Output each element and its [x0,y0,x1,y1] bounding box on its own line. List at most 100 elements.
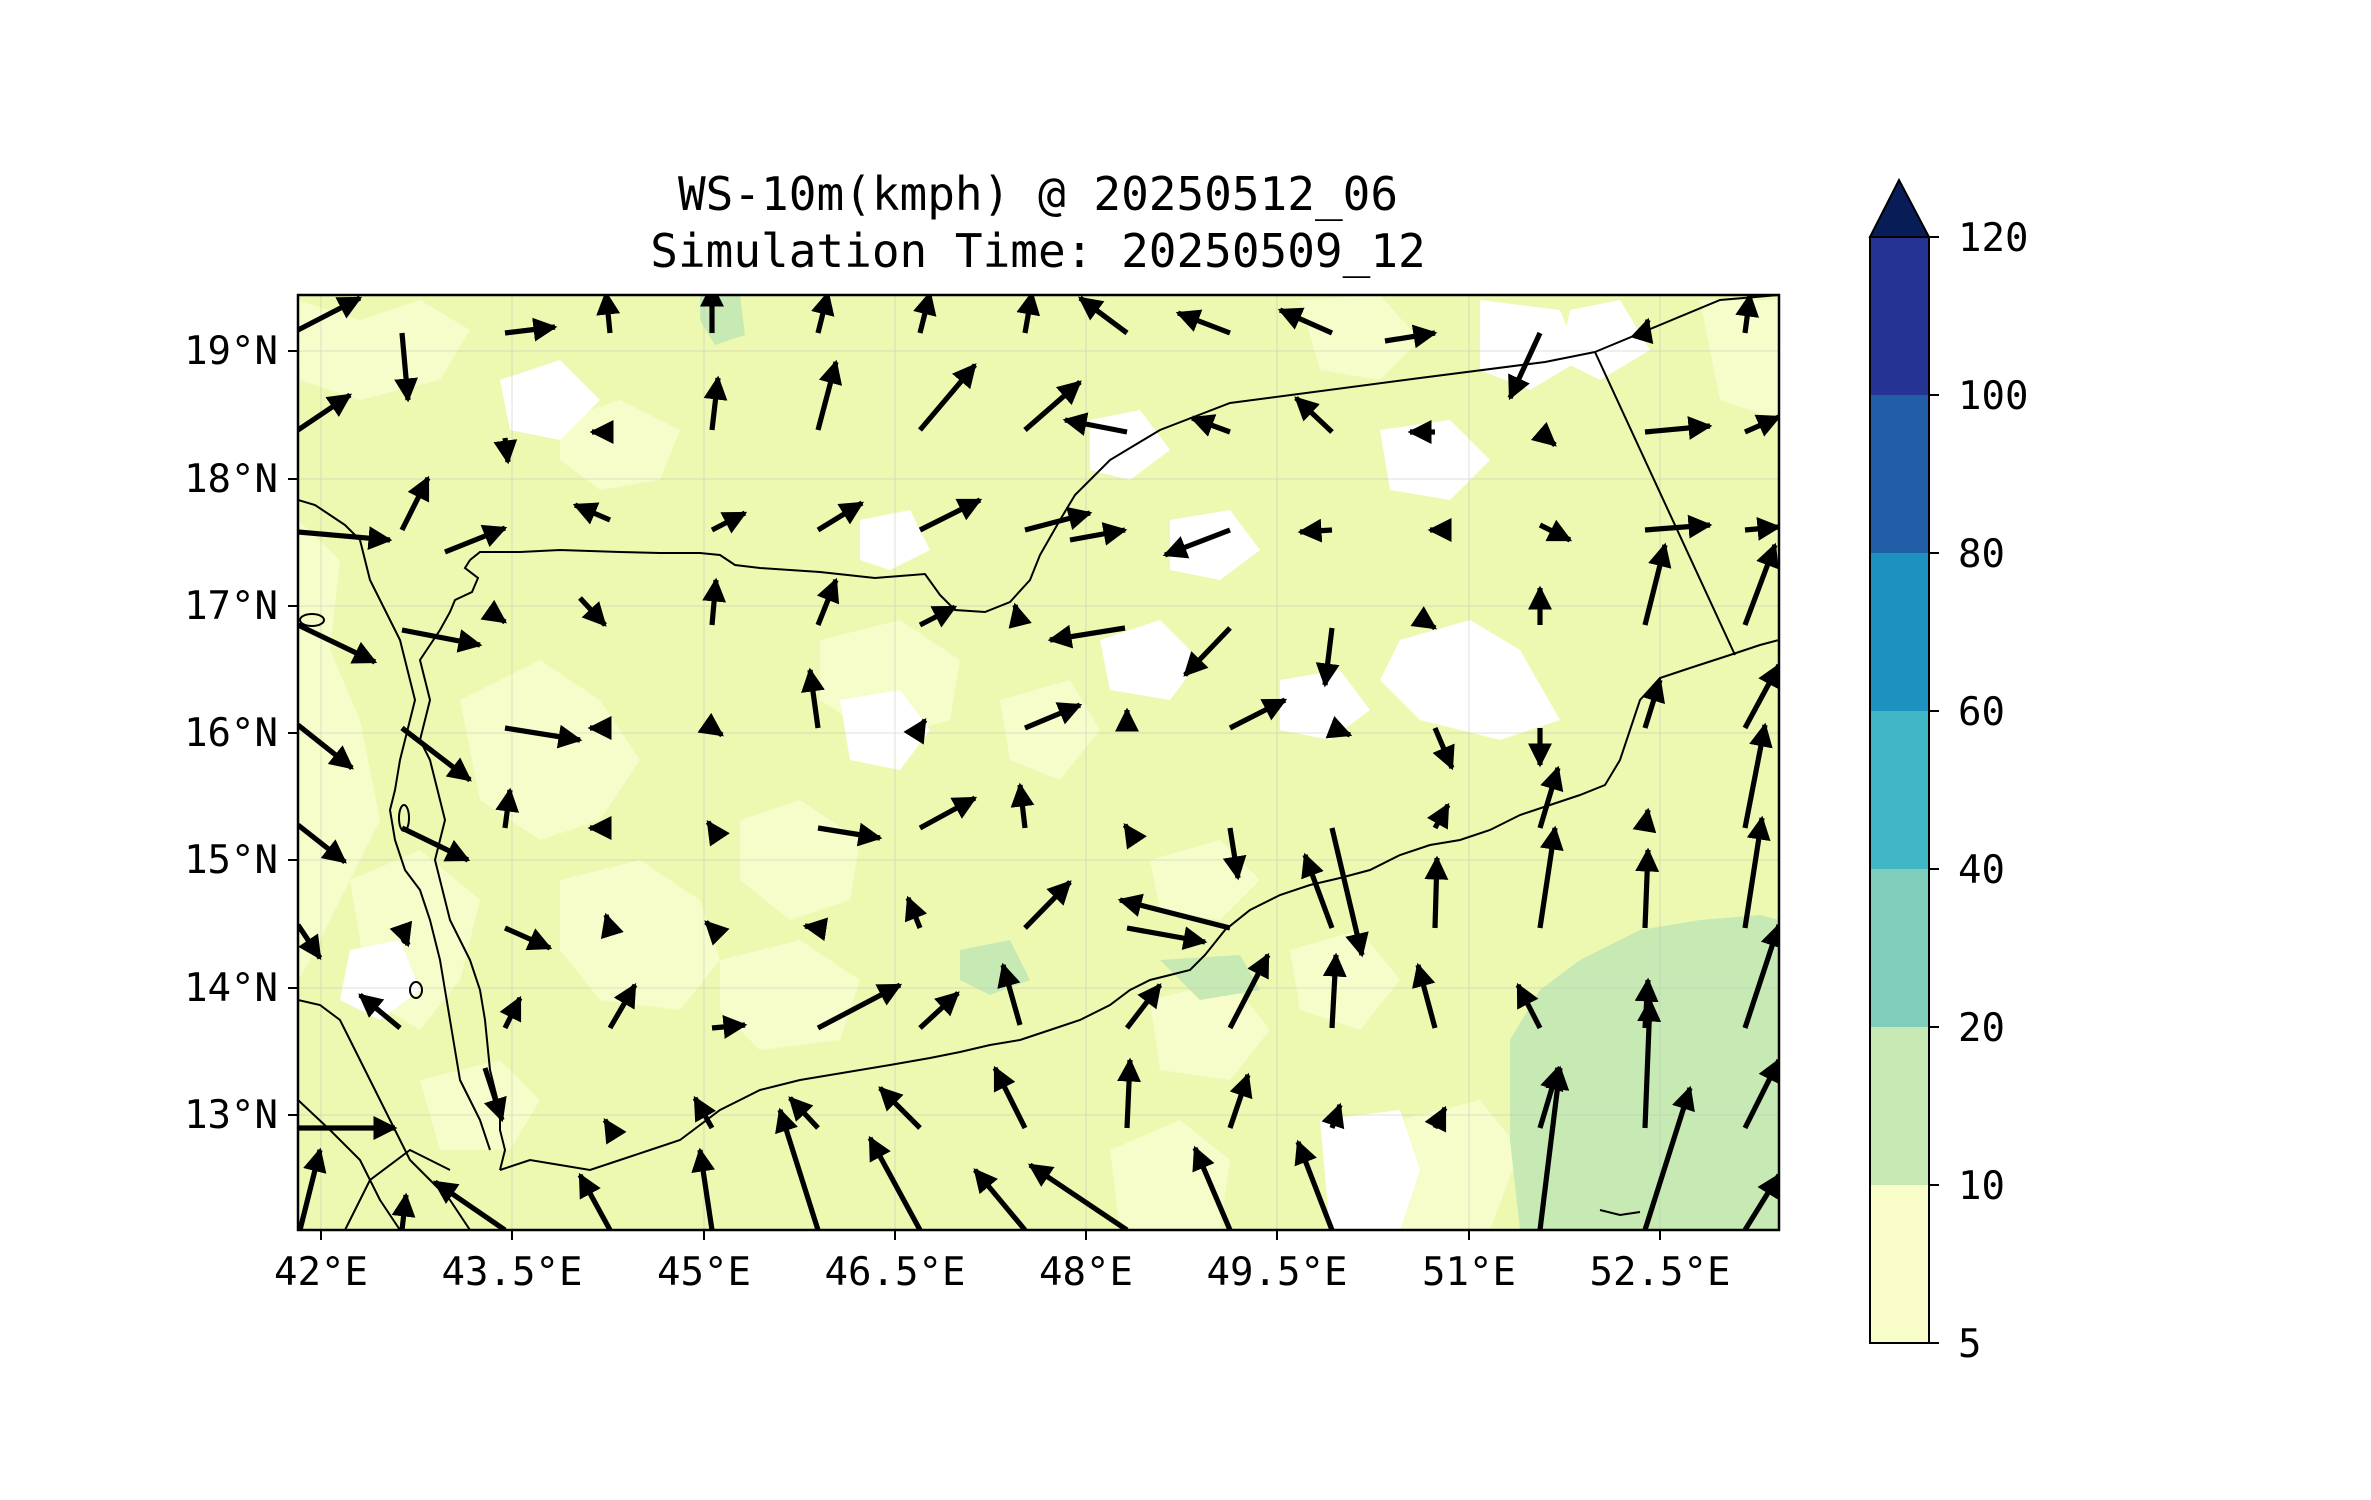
wind-arrow [1637,997,1662,1129]
wind-arrow [1023,380,1082,432]
wind-arrow [1426,802,1451,830]
wind-arrow [918,604,958,628]
wind-arrow [1124,983,1163,1030]
wind-arrow [504,724,583,749]
wind-arrow [1078,295,1129,336]
wind-arrow [572,502,612,525]
wind-arrow [1530,421,1557,447]
wind-arrow [298,1147,327,1230]
colorbar-frame [1869,236,1930,1344]
red-sea-coastline [418,559,507,1171]
wind-arrow [1538,519,1573,543]
wind-arrow [811,295,835,334]
wind-arrow [1122,823,1147,850]
wind-arrow [444,524,508,555]
colorbar-band-80-100 [1870,395,1929,553]
wind-arrow [692,1095,717,1130]
wind-arrow [815,577,840,626]
wind-arrow [1630,317,1654,345]
lon-tick-label: 51°E [1422,1250,1516,1295]
wind-arrow [1227,1072,1253,1129]
axis-ticks [288,350,1661,1240]
colorbar-band-100-120 [1870,237,1929,395]
wind-arrow [1315,627,1340,688]
wind-arrow [1183,626,1232,677]
southern-coastline [499,639,1779,1172]
wind-arrow [298,822,347,865]
wind-arrow [703,375,728,431]
wind-arrow [992,1065,1028,1130]
wind-arrow [801,667,825,729]
lon-tick-label: 42°E [274,1250,368,1295]
wind-arrow [1010,782,1035,829]
wind-arrow [816,982,903,1031]
wind-arrow [1735,295,1760,334]
wind-arrow [697,712,724,738]
wind-arrow [1432,726,1455,771]
wind-arrow [1222,827,1247,881]
wind-arrow [1008,602,1032,629]
yemen-saudi-border [469,351,1596,614]
wind-arrow [298,722,354,771]
wind-arrow [577,1172,613,1230]
wind-arrow [607,982,638,1030]
wind-arrow [710,510,748,534]
wind-arrow [913,295,937,334]
map-frame [296,293,1781,1232]
wind-arrow [1047,624,1126,649]
wind-arrow [499,995,523,1030]
wind-arrow [1028,1162,1129,1230]
wind-arrow [775,1107,821,1230]
wind-arrow [1301,852,1335,929]
wind-arrow [1384,324,1438,349]
lat-tick-label: 18°N [184,457,278,502]
wind-arrow [1644,416,1713,440]
wind-arrow [918,363,977,432]
wind-arrow [1117,1057,1141,1129]
wind-arrow [1424,1105,1448,1133]
africa-land-border [298,1099,401,1230]
wind-arrow [1162,527,1231,559]
wind-arrow [1410,606,1437,631]
wind-arrow [816,500,865,533]
colorbar-extend-arrow [1868,177,1931,238]
lat-tick-label: 14°N [184,966,278,1011]
wind-arrow [298,923,323,960]
wind-arrow [705,820,730,847]
colorbar-label: 100 [1958,374,2028,419]
wind-arrow [1297,518,1333,543]
wind-arrow [1329,827,1369,958]
wind-arrow [1322,952,1347,1029]
horn-coastline [298,999,471,1230]
colorbar-label: 80 [1958,532,2005,577]
wind-arrow [391,1192,416,1230]
wind-arrow [1507,331,1543,401]
lon-tick-label: 48°E [1039,1250,1133,1295]
map-title-line1: WS-10m(kmph) @ 20250512_06 [678,167,1398,221]
wind-arrow [691,1147,716,1230]
wind-arrow [1023,702,1083,731]
wind-arrow [1744,516,1779,541]
wind-arrow [1742,662,1779,730]
wind-arrow [1642,1085,1695,1230]
african-coastline [298,499,491,1151]
wind-arrow [433,1179,507,1230]
lat-tick-label: 19°N [184,329,278,374]
wind-arrow [1515,982,1543,1030]
wind-arrow [1126,925,1208,950]
colorbar-ticks [1929,236,1939,1344]
lon-tick-label: 49.5°E [1207,1250,1348,1295]
lon-tick-label: 46.5°E [825,1250,966,1295]
wind-arrow [1424,855,1449,929]
wind-arrow [1642,677,1665,729]
wind-arrow [1644,514,1713,539]
lat-tick-label: 13°N [184,1093,278,1138]
colorbar-label: 60 [1958,690,2005,735]
saudi-oman-border [1594,351,1736,656]
wind-arrow [1277,307,1334,336]
wind-arrow [503,925,553,951]
wind-arrow [1016,295,1041,334]
wind-arrow [802,917,829,942]
colorbar-band-60-80 [1870,553,1929,711]
